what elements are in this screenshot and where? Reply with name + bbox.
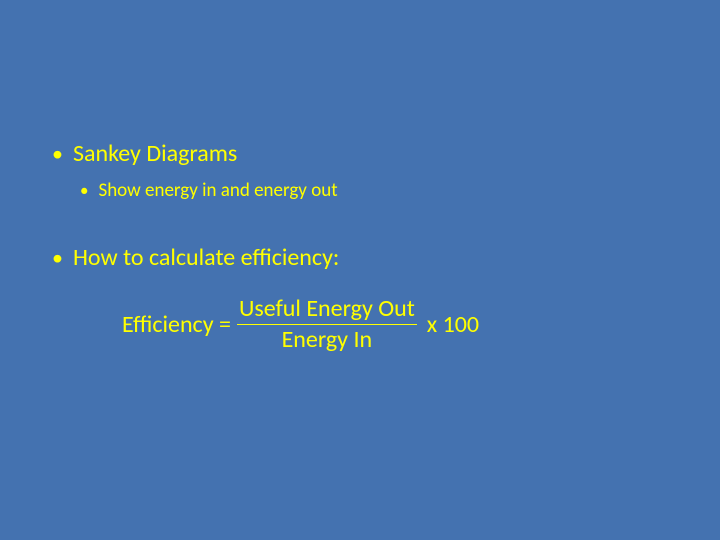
slide-content: • Sankey Diagrams • Show energy in and e…	[52, 138, 672, 353]
bullet-dot: •	[52, 140, 63, 169]
formula-fraction: Useful Energy Out Energy In	[237, 295, 417, 353]
bullet-text: Show energy in and energy out	[98, 179, 337, 204]
formula-numerator: Useful Energy Out	[237, 295, 417, 325]
bullet-level1: • How to calculate efficiency:	[52, 242, 672, 273]
formula-denominator: Energy In	[282, 325, 373, 354]
bullet-dot: •	[52, 244, 63, 273]
slide: • Sankey Diagrams • Show energy in and e…	[0, 0, 720, 540]
formula-suffix: x 100	[427, 310, 479, 339]
bullet-level2: • Show energy in and energy out	[80, 179, 672, 204]
bullet-text: Sankey Diagrams	[73, 138, 237, 169]
bullet-dot: •	[80, 180, 88, 202]
bullet-text: How to calculate efficiency:	[73, 242, 339, 273]
bullet-level1: • Sankey Diagrams	[52, 138, 672, 169]
formula-lhs: Efficiency =	[122, 310, 231, 339]
efficiency-formula: Efficiency = Useful Energy Out Energy In…	[122, 295, 672, 353]
